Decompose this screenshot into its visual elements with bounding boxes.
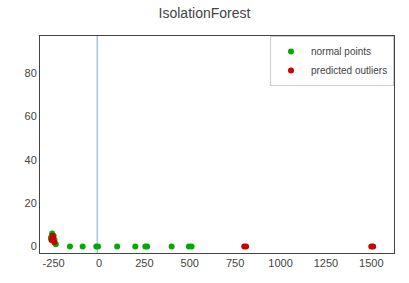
svg-text:0: 0 (96, 257, 102, 269)
svg-text:predicted outliers: predicted outliers (311, 65, 387, 76)
svg-text:40: 40 (25, 154, 37, 166)
svg-text:0: 0 (31, 240, 37, 252)
svg-text:500: 500 (181, 257, 199, 269)
svg-text:60: 60 (25, 110, 37, 122)
svg-text:-250: -250 (43, 257, 65, 269)
svg-text:250: 250 (135, 257, 153, 269)
svg-text:750: 750 (226, 257, 244, 269)
svg-text:IsolationForest: IsolationForest (159, 5, 251, 21)
svg-text:20: 20 (25, 197, 37, 209)
svg-text:normal points: normal points (311, 46, 371, 57)
svg-text:1000: 1000 (268, 257, 292, 269)
svg-text:1500: 1500 (359, 257, 383, 269)
svg-text:80: 80 (25, 67, 37, 79)
svg-text:1250: 1250 (314, 257, 338, 269)
